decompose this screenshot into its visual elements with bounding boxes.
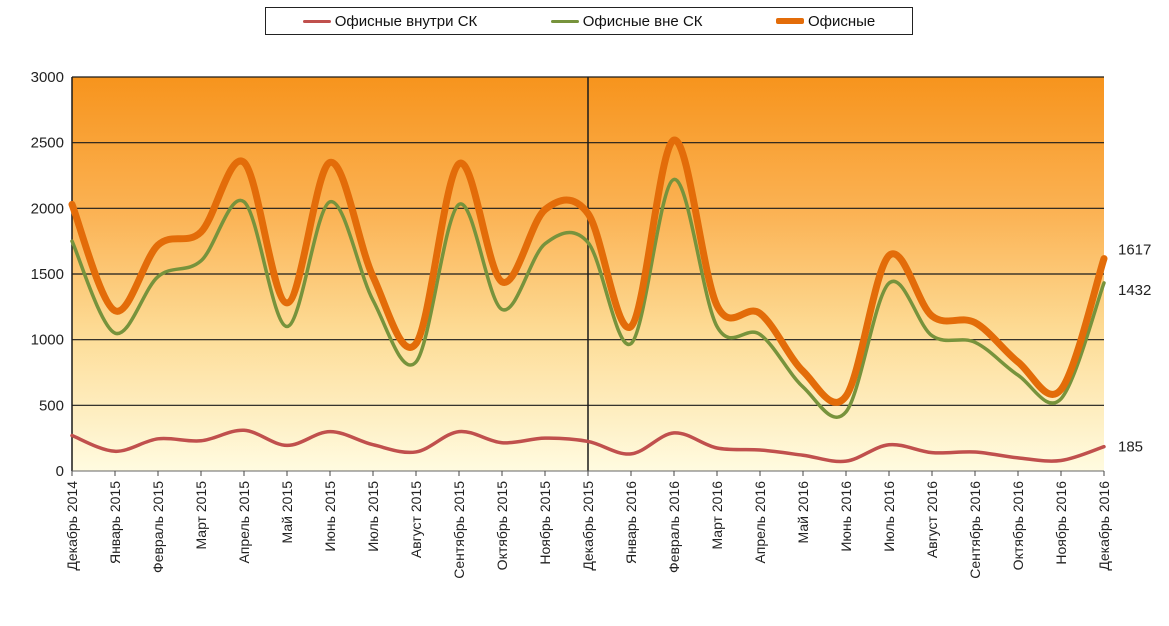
x-tick-label: Декабрь 2015: [580, 481, 596, 571]
axis-layer: 0 500 1000 1500 2000 2500 3000 Декабрь 2014 Янва…: [31, 69, 1112, 579]
x-tick-label: Июнь 2015: [322, 481, 338, 552]
x-tick-label: Март 2015: [193, 481, 209, 550]
legend-swatch-total: [775, 18, 804, 24]
x-tick-label: Февраль 2016: [666, 481, 682, 573]
grid-layer: [72, 76, 1104, 471]
legend-item-inside: Офисные внутри СК: [302, 12, 478, 30]
x-tick-label: Ноябрь 2016: [1053, 481, 1069, 565]
x-tick-label: Июль 2016: [881, 481, 897, 552]
y-tick-label: 500: [39, 397, 64, 414]
end-value-label: 1432: [1118, 282, 1151, 299]
x-tick-label: Март 2016: [709, 481, 725, 550]
x-tick-label: Апрель 2015: [236, 481, 252, 564]
x-tick-label: Январь 2015: [107, 481, 123, 564]
legend-item-total: Офисные: [775, 12, 876, 30]
x-tick-label: Февраль 2015: [150, 481, 166, 573]
label-layer: 1617 1432 185: [1118, 242, 1151, 456]
x-tick-label: Декабрь 2014: [64, 481, 80, 571]
legend-label-outside: Офисные вне СК: [582, 12, 703, 30]
x-tick-label: Июнь 2016: [838, 481, 854, 552]
y-tick-label: 3000: [31, 69, 64, 86]
legend-swatch-inside: [302, 19, 331, 23]
x-tick-label: Октябрь 2016: [1010, 481, 1026, 571]
x-tick-label: Ноябрь 2015: [537, 481, 553, 565]
series-line-outside: [70, 177, 1106, 419]
x-tick-label: Октябрь 2015: [494, 481, 510, 571]
x-tick-label: Май 2015: [279, 481, 295, 544]
legend-label-inside: Офисные внутри СК: [334, 12, 478, 30]
legend-item-outside: Офисные вне СК: [550, 12, 703, 30]
legend-label-total: Офисные: [807, 12, 876, 30]
x-tick-label: Июль 2015: [365, 481, 381, 552]
x-tick-label: Май 2016: [795, 481, 811, 544]
chart-legend: Офисные внутри СК Офисные вне СК Офисные: [265, 7, 913, 35]
x-tick-label: Январь 2016: [623, 481, 639, 564]
x-tick-label: Сентябрь 2016: [967, 481, 983, 579]
legend-swatch-outside: [550, 19, 579, 23]
y-tick-label: 1000: [31, 332, 64, 349]
series-line-total: [68, 136, 1108, 406]
series-layer: [68, 136, 1108, 464]
y-tick-label: 2500: [31, 135, 64, 152]
x-tick-label: Август 2015: [408, 481, 424, 558]
y-tick-label: 2000: [31, 200, 64, 217]
series-line-inside: [70, 428, 1106, 464]
x-tick-label: Декабрь 2016: [1096, 481, 1112, 571]
x-tick-label: Август 2016: [924, 481, 940, 558]
y-tick-label: 0: [56, 463, 64, 480]
x-tick-label: Сентябрь 2015: [451, 481, 467, 579]
end-value-label: 1617: [1118, 242, 1151, 259]
y-tick-label: 1500: [31, 266, 64, 283]
x-tick-label: Апрель 2016: [752, 481, 768, 564]
end-value-label: 185: [1118, 439, 1143, 456]
